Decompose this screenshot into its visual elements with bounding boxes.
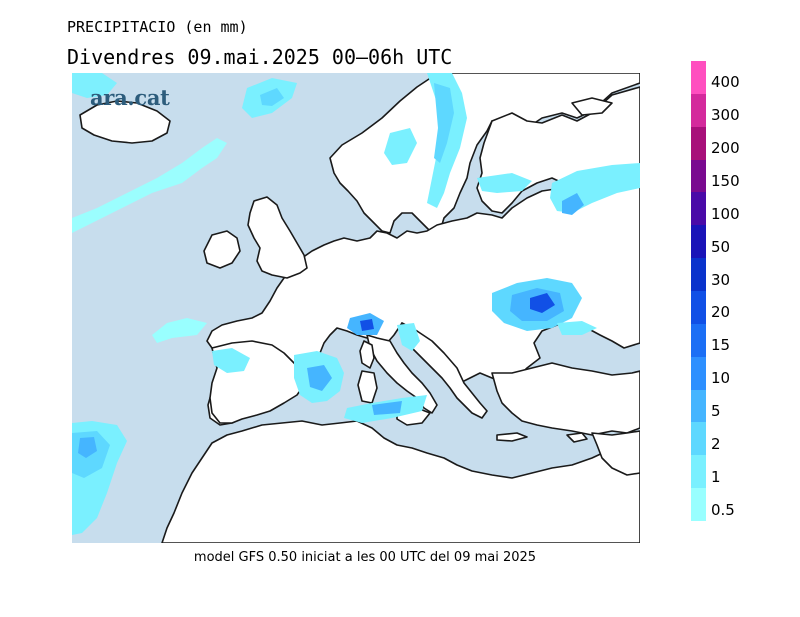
precipitation-legend	[691, 61, 706, 521]
sardinia-land	[357, 370, 378, 404]
legend-swatch	[691, 61, 706, 94]
legend-swatch	[691, 93, 706, 127]
legend-label: 10	[711, 369, 731, 388]
precipitation-map: ara.cat	[72, 73, 640, 543]
precip-ukraine-core	[530, 293, 555, 313]
precip-scandinavia-core	[434, 83, 454, 163]
precip-blacksea	[557, 321, 597, 335]
legend-label: 20	[711, 303, 731, 322]
map-variable-title: PRECIPITACIO (en mm)	[67, 18, 248, 36]
precip-northeast-atlantic-core	[260, 88, 284, 106]
precip-baltic	[477, 173, 532, 193]
legend-swatch	[691, 126, 706, 160]
corsica-land	[359, 340, 375, 369]
legend-swatch	[691, 488, 706, 521]
model-run-caption: model GFS 0.50 iniciat a les 00 UTC del …	[193, 550, 537, 565]
legend-label: 50	[711, 237, 731, 256]
precip-atlantic-sw-2	[78, 437, 97, 458]
legend-label: 1	[711, 467, 721, 486]
legend-label: 5	[711, 402, 721, 420]
crete-land	[496, 432, 528, 442]
precip-west-med-core	[307, 365, 332, 391]
legend-swatch	[691, 225, 706, 259]
legend-label: 2	[711, 434, 721, 453]
legend-swatch	[691, 159, 706, 193]
legend-label: 0.5	[711, 500, 735, 519]
legend-swatch	[691, 389, 706, 423]
legend-label: 400	[711, 73, 740, 92]
legend-swatch	[691, 422, 706, 456]
northern-island-land	[571, 97, 613, 116]
precip-norway-west	[384, 128, 417, 165]
map-period-title: Divendres 09.mai.2025 00–06h UTC	[67, 45, 453, 69]
legend-label: 100	[711, 204, 740, 223]
legend-label: 15	[711, 336, 731, 355]
precip-tyrrhenian-core	[372, 401, 402, 415]
legend-label: 200	[711, 139, 740, 158]
iceland-land	[79, 100, 171, 144]
italy-land	[366, 334, 438, 414]
legend-swatch	[691, 291, 706, 324]
legend-label: 300	[711, 106, 740, 125]
legend-label: 30	[711, 270, 731, 289]
legend-swatch	[691, 323, 706, 357]
precip-iberia-north	[212, 348, 250, 373]
legend-swatch	[691, 455, 706, 489]
precip-north-atlantic-2	[152, 318, 207, 343]
precip-iceland-band	[72, 73, 117, 98]
cyprus-land	[566, 432, 588, 443]
legend-swatch	[691, 258, 706, 291]
precip-russia-core	[562, 193, 584, 215]
precip-atlantic-band	[72, 138, 227, 233]
ireland-land	[203, 230, 241, 269]
precip-alps-core	[360, 319, 374, 331]
legend-label: 150	[711, 172, 740, 190]
land-layer	[161, 73, 640, 543]
logo-text: ara.cat	[90, 85, 170, 110]
precip-layer	[72, 73, 640, 535]
precip-italy	[397, 323, 420, 351]
north-africa-land	[161, 420, 640, 543]
legend-swatch	[691, 356, 706, 390]
map-svg: ara.cat	[72, 73, 640, 543]
balkans-land	[401, 322, 488, 419]
legend-swatch	[691, 192, 706, 226]
great-britain-land	[247, 196, 308, 279]
middle-east-land	[591, 430, 640, 476]
